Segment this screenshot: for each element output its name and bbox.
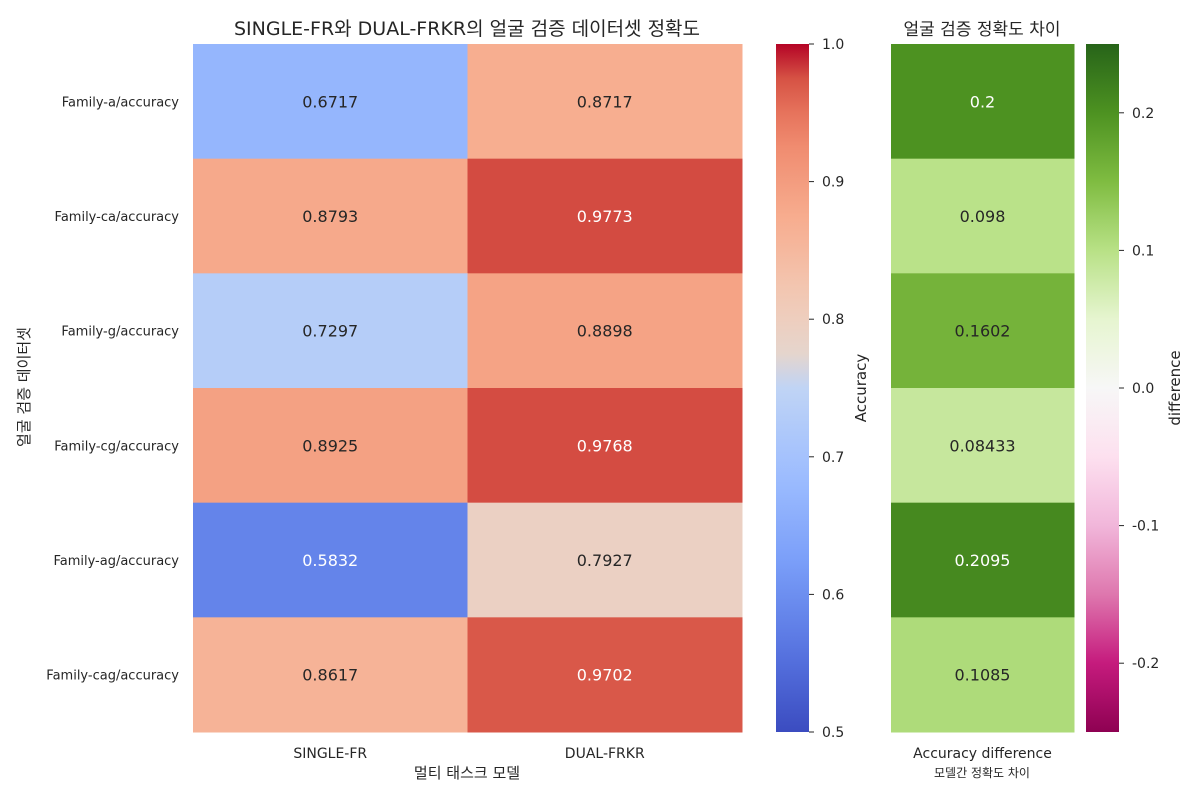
difference-colorbar-ticks: -0.2 -0.1 0.0 0.1 0.2: [1119, 106, 1159, 672]
accuracy-colorbar-tick-label: 0.6: [822, 587, 844, 603]
accuracy-heatmap-cell: [193, 617, 468, 733]
accuracy-heatmap-cell: [193, 502, 468, 618]
difference-colorbar-tick-label: -0.1: [1132, 519, 1159, 535]
accuracy-heatmap-value-label: 0.8925: [302, 436, 358, 455]
difference-colorbar-gradient: [1086, 44, 1119, 732]
accuracy-heatmap-cell: [467, 273, 743, 389]
accuracy-heatmap-x-axis-label: 멀티 태스크 모델: [414, 764, 520, 782]
accuracy-heatmap-cell: [467, 617, 743, 733]
difference-colorbar-tick-label: 0.2: [1132, 106, 1154, 122]
accuracy-heatmap-cell: [467, 44, 743, 160]
accuracy-heatmap-y-tick-label: Family-cg/accuracy: [54, 439, 179, 454]
accuracy-heatmap-cell: [467, 502, 743, 618]
accuracy-heatmap-x-tick-label: SINGLE-FR: [293, 746, 367, 762]
accuracy-heatmap-cells: 0.6717 0.8717 0.8793 0.9773 0.7297 0.8898 0.89…: [193, 44, 743, 733]
accuracy-colorbar-tick-label: 0.8: [822, 312, 844, 328]
difference-heatmap-value-label: 0.2095: [955, 551, 1011, 570]
accuracy-heatmap-value-label: 0.9773: [577, 207, 633, 226]
difference-heatmap-value-label: 0.08433: [949, 436, 1015, 455]
difference-heatmap: 얼굴 검증 정확도 차이 0.2 0.098 0.1602 0.08433 0.2095…: [891, 20, 1075, 780]
accuracy-colorbar-tick-label: 0.5: [822, 725, 844, 741]
accuracy-heatmap-y-tick-label: Family-ag/accuracy: [53, 554, 179, 569]
accuracy-colorbar-tick-label: 0.9: [822, 175, 844, 191]
accuracy-heatmap-value-label: 0.7297: [302, 322, 358, 341]
accuracy-heatmap-value-label: 0.6717: [302, 92, 358, 111]
difference-heatmap-cells: 0.2 0.098 0.1602 0.08433 0.2095 0.1085: [891, 44, 1075, 733]
accuracy-heatmap-x-tick-label: DUAL-FRKR: [565, 746, 645, 762]
difference-heatmap-cell: [891, 388, 1075, 504]
accuracy-heatmap-value-label: 0.7927: [577, 551, 633, 570]
accuracy-heatmap-value-label: 0.8717: [577, 92, 633, 111]
accuracy-heatmap-x-tick-labels: SINGLE-FR DUAL-FRKR: [293, 746, 645, 762]
difference-colorbar-tick-label: 0.0: [1132, 381, 1154, 397]
accuracy-heatmap-value-label: 0.9768: [577, 436, 633, 455]
difference-heatmap-x-axis-label: 모델간 정확도 차이: [934, 766, 1030, 780]
accuracy-heatmap-cell: [193, 158, 468, 274]
accuracy-colorbar-label: Accuracy: [852, 354, 870, 423]
difference-heatmap-x-tick-label: Accuracy difference: [913, 746, 1052, 762]
difference-heatmap-cell: [891, 158, 1075, 274]
difference-heatmap-value-label: 0.1602: [955, 322, 1011, 341]
accuracy-colorbar-ticks: 0.5 0.6 0.7 0.8 0.9 1.0: [809, 37, 844, 741]
accuracy-colorbar-gradient: [776, 44, 809, 732]
accuracy-heatmap-y-tick-label: Family-a/accuracy: [62, 95, 180, 110]
difference-heatmap-value-label: 0.1085: [955, 666, 1011, 685]
difference-heatmap-value-label: 0.2: [970, 92, 995, 111]
difference-heatmap-value-label: 0.098: [960, 207, 1006, 226]
difference-heatmap-x-tick-labels: Accuracy difference: [913, 746, 1052, 762]
accuracy-heatmap-cell: [467, 388, 743, 504]
difference-heatmap-title: 얼굴 검증 정확도 차이: [904, 20, 1061, 40]
accuracy-heatmap-y-tick-label: Family-cag/accuracy: [46, 669, 179, 684]
accuracy-heatmap-y-axis-label: 얼굴 검증 데이터셋: [15, 327, 33, 447]
difference-colorbar-label: difference: [1166, 350, 1184, 425]
difference-heatmap-cell: [891, 617, 1075, 733]
difference-colorbar-tick-label: -0.2: [1132, 656, 1159, 672]
difference-heatmap-cell: [891, 273, 1075, 389]
accuracy-heatmap-value-label: 0.8898: [577, 322, 633, 341]
accuracy-heatmap-title: SINGLE-FR와 DUAL-FRKR의 얼굴 검증 데이터셋 정확도: [234, 18, 700, 40]
accuracy-heatmap-y-tick-label: Family-g/accuracy: [61, 325, 179, 340]
difference-colorbar: -0.2 -0.1 0.0 0.1 0.2 difference: [1086, 44, 1184, 732]
difference-heatmap-cell: [891, 502, 1075, 618]
accuracy-colorbar-tick-label: 1.0: [822, 37, 844, 53]
accuracy-heatmap-cell: [467, 158, 743, 274]
accuracy-colorbar: 0.5 0.6 0.7 0.8 0.9 1.0 Accuracy: [776, 37, 870, 741]
accuracy-heatmap-y-tick-labels: Family-a/accuracy Family-ca/accuracy Famil…: [46, 95, 179, 683]
accuracy-heatmap-value-label: 0.5832: [302, 551, 358, 570]
accuracy-heatmap-cell: [193, 273, 468, 389]
accuracy-heatmap-value-label: 0.9702: [577, 666, 633, 685]
accuracy-colorbar-tick-label: 0.7: [822, 450, 844, 466]
accuracy-heatmap-value-label: 0.8617: [302, 666, 358, 685]
accuracy-heatmap-cell: [193, 388, 468, 504]
accuracy-heatmap: SINGLE-FR와 DUAL-FRKR의 얼굴 검증 데이터셋 정확도 0.6…: [15, 18, 743, 782]
accuracy-heatmap-value-label: 0.8793: [302, 207, 358, 226]
difference-colorbar-tick-label: 0.1: [1132, 243, 1154, 259]
accuracy-heatmap-cell: [193, 44, 468, 160]
accuracy-heatmap-y-tick-label: Family-ca/accuracy: [55, 210, 180, 225]
difference-heatmap-cell: [891, 44, 1075, 160]
